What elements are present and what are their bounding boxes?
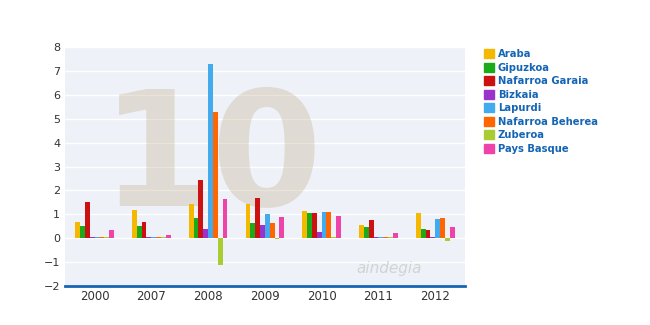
Bar [198, 180, 203, 238]
Bar [378, 237, 383, 238]
Bar [75, 222, 80, 238]
Bar [388, 237, 393, 238]
Legend: Araba, Gipuzkoa, Nafarroa Garaia, Bizkaia, Lapurdi, Nafarroa Beherea, Zuberoa, P: Araba, Gipuzkoa, Nafarroa Garaia, Bizkai… [482, 47, 600, 156]
Bar [161, 237, 166, 238]
Bar [166, 235, 170, 238]
Bar [440, 218, 445, 238]
Bar [132, 210, 137, 238]
Bar [369, 220, 374, 238]
Bar [265, 214, 270, 238]
Bar [307, 213, 312, 238]
Bar [336, 215, 341, 238]
Bar [109, 230, 114, 238]
Bar [384, 237, 388, 238]
Bar [430, 237, 436, 238]
Bar [146, 237, 151, 238]
Bar [218, 238, 222, 265]
Bar [213, 111, 218, 238]
Bar [445, 238, 450, 240]
Bar [203, 229, 208, 238]
Bar [450, 227, 454, 238]
Bar [80, 226, 85, 238]
Bar [90, 237, 94, 238]
Bar [104, 237, 109, 238]
Bar [151, 237, 156, 238]
Bar [142, 222, 146, 238]
Bar [246, 203, 250, 238]
Bar [326, 212, 332, 238]
Text: 10: 10 [101, 84, 323, 239]
Bar [426, 230, 430, 238]
Bar [222, 199, 227, 238]
Bar [312, 213, 317, 238]
Bar [364, 227, 369, 238]
Text: aindegia: aindegia [357, 261, 422, 277]
Bar [208, 64, 213, 238]
Bar [359, 225, 364, 238]
Bar [270, 223, 274, 238]
Bar [322, 212, 326, 238]
Bar [137, 226, 142, 238]
Bar [302, 211, 307, 238]
Bar [94, 237, 99, 238]
Bar [260, 225, 265, 238]
Text: La croissance démographique (%): La croissance démographique (%) [8, 14, 325, 32]
Bar [374, 237, 378, 238]
Bar [255, 198, 260, 238]
Bar [280, 217, 284, 238]
Bar [317, 232, 322, 238]
Bar [421, 229, 426, 238]
Bar [274, 238, 280, 240]
Bar [99, 237, 104, 238]
Bar [332, 237, 336, 238]
Bar [156, 237, 161, 238]
Bar [436, 219, 440, 238]
Bar [393, 233, 398, 238]
Bar [188, 203, 194, 238]
Bar [416, 213, 421, 238]
Bar [85, 202, 90, 238]
Bar [250, 223, 255, 238]
Bar [194, 218, 198, 238]
